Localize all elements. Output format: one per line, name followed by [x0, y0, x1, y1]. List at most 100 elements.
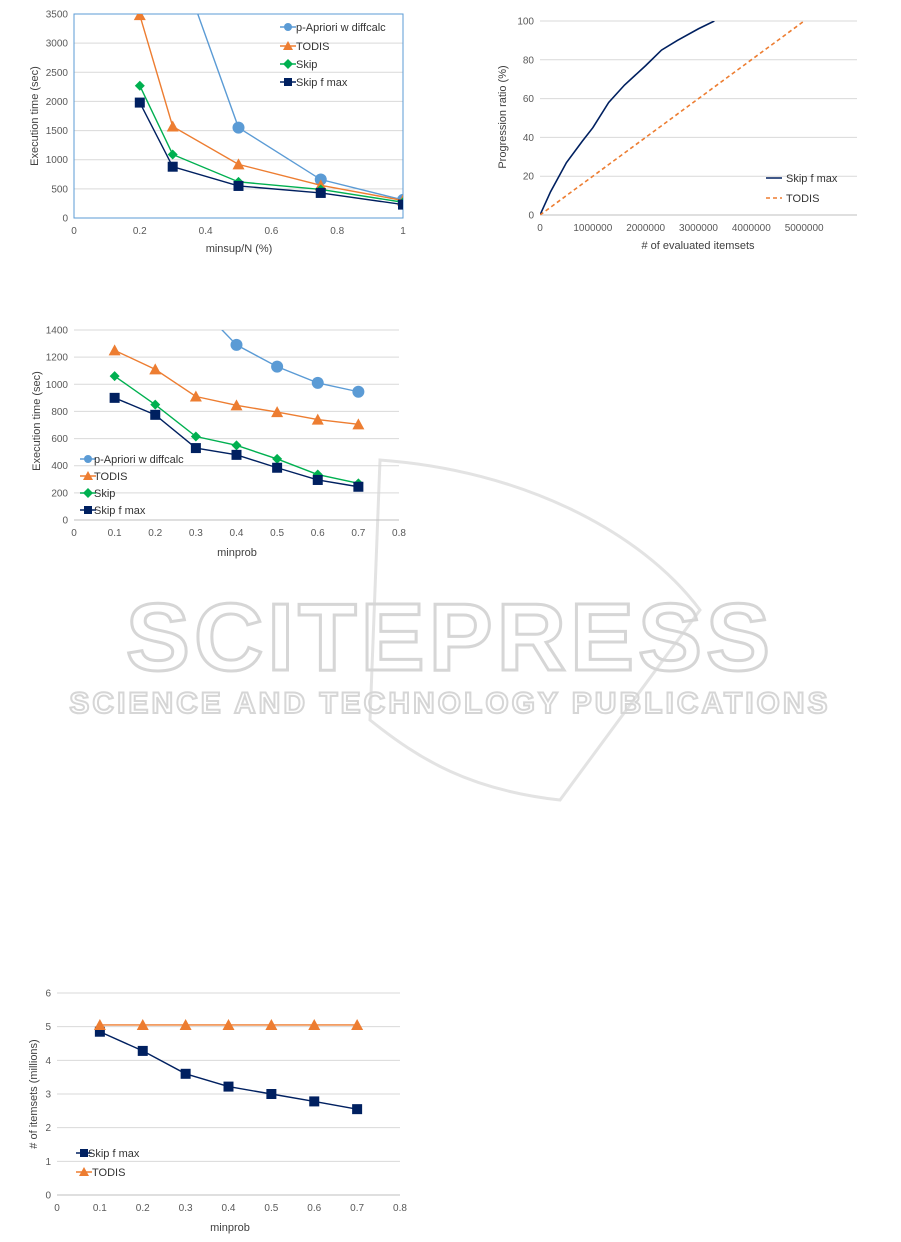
data-point-triangle — [230, 399, 243, 411]
x-tick-label: 3000000 — [679, 223, 718, 234]
x-tick-label: 0.4 — [222, 1203, 236, 1214]
x-tick-label: 0 — [54, 1203, 60, 1214]
y-tick-label: 6 — [45, 989, 51, 1000]
data-point-triangle — [93, 1018, 106, 1030]
chart-2-grid — [540, 20, 857, 216]
chart-1-series — [133, 14, 403, 210]
legend-label: TODIS — [94, 471, 127, 483]
chart-2-x-axis-label: # of evaluated itemsets — [641, 240, 755, 252]
legend-item-p-apriori: p-Apriori w diffcalc — [80, 454, 184, 466]
chart-2-x-ticks: 0 1000000 2000000 3000000 4000000 5000000 — [537, 223, 824, 234]
data-point-circle — [230, 338, 243, 351]
x-tick-label: 2000000 — [626, 223, 665, 234]
chart-1-x-ticks: 0 0.2 0.4 0.6 0.8 1 — [71, 226, 406, 237]
data-point-diamond — [190, 431, 201, 442]
chart-1-y-ticks: 0 500 1000 1500 2000 2500 3000 3500 — [46, 10, 69, 225]
watermark: SCITEPRESS SCIENCE AND TECHNOLOGY PUBLIC… — [68, 458, 830, 802]
x-tick-label: 0.7 — [350, 1203, 364, 1214]
data-point-square — [137, 1045, 148, 1056]
data-point-triangle — [166, 120, 179, 132]
x-tick-label: 0.8 — [392, 528, 406, 539]
data-point-diamond — [150, 399, 161, 410]
data-point-diamond — [109, 371, 120, 382]
x-tick-label: 0.4 — [230, 528, 244, 539]
y-tick-label: 40 — [523, 133, 535, 144]
x-tick-label: 4000000 — [732, 223, 771, 234]
y-tick-label: 800 — [51, 407, 68, 418]
x-tick-label: 0.6 — [264, 226, 278, 237]
chart-3-series — [108, 330, 365, 492]
data-point-square — [272, 462, 283, 473]
data-point-square — [94, 1026, 105, 1037]
x-tick-label: 0.8 — [393, 1203, 407, 1214]
y-tick-label: 0 — [62, 516, 68, 527]
legend-label: Skip f max — [94, 505, 146, 517]
data-point-square — [233, 180, 244, 191]
y-tick-label: 0 — [62, 214, 68, 225]
data-point-square — [150, 409, 161, 420]
chart-3-x-axis-label: minprob — [217, 547, 257, 559]
chart-2-y-axis-label: Progression ratio (%) — [497, 65, 509, 168]
y-tick-label: 400 — [51, 461, 68, 472]
y-tick-label: 2500 — [46, 68, 69, 79]
chart-2-y-ticks: 0 20 40 60 80 100 — [517, 17, 534, 222]
legend-label: TODIS — [786, 193, 819, 205]
x-tick-label: 0.3 — [189, 528, 203, 539]
legend-marker-square — [80, 1149, 88, 1157]
x-tick-label: 0.2 — [136, 1203, 150, 1214]
chart-progression-ratio: 0 20 40 60 80 100 0 1000000 2000000 3000000 40000… — [497, 17, 857, 252]
chart-4-legend: Skip f max TODIS — [76, 1148, 140, 1179]
legend-label: TODIS — [92, 1167, 125, 1179]
legend-label: Skip f max — [88, 1148, 140, 1160]
data-point-square — [180, 1068, 191, 1079]
data-point-square — [353, 481, 364, 492]
legend-item-todis: TODIS — [80, 471, 127, 483]
y-tick-label: 200 — [51, 488, 68, 499]
chart-1-frame — [73, 13, 404, 219]
data-point-triangle — [352, 418, 365, 430]
legend-label: p-Apriori w diffcalc — [94, 454, 184, 466]
data-point-square — [231, 449, 242, 460]
legend-item-todis: TODIS — [280, 41, 329, 53]
data-point-circle — [352, 385, 365, 398]
data-point-square — [190, 443, 201, 454]
chart-3-y-ticks: 0 200 400 600 800 1000 1200 1400 — [46, 326, 69, 527]
legend-item-todis: TODIS — [766, 193, 819, 205]
x-tick-label: 0.1 — [108, 528, 122, 539]
series-line-skip — [139, 85, 403, 203]
y-tick-label: 1500 — [46, 126, 69, 137]
x-tick-label: 1000000 — [573, 223, 612, 234]
y-tick-label: 1400 — [46, 326, 69, 337]
chart-2-legend: Skip f max TODIS — [766, 173, 838, 205]
legend-item-todis: TODIS — [76, 1167, 125, 1179]
x-tick-label: 0.5 — [264, 1203, 278, 1214]
legend-item-p-apriori: p-Apriori w diffcalc — [280, 22, 386, 34]
chart-4-x-ticks: 0 0.1 0.2 0.3 0.4 0.5 0.6 0.7 0.8 — [54, 1203, 407, 1214]
y-tick-label: 100 — [517, 17, 534, 28]
data-point-square — [309, 1096, 320, 1107]
y-tick-label: 600 — [51, 434, 68, 445]
chart-itemset-count-vs-minprob: 0 1 2 3 4 5 6 0 0.1 0.2 0.3 0.4 0.5 0.6 0.7 0.8 minpro… — [28, 989, 407, 1235]
data-point-square — [398, 199, 403, 210]
data-point-triangle — [311, 413, 324, 425]
x-tick-label: 0.2 — [133, 226, 147, 237]
chart-1-legend: p-Apriori w diffcalc TODIS Skip Skip f m… — [280, 22, 386, 89]
legend-item-skip: Skip — [280, 59, 317, 71]
data-point-square — [352, 1104, 363, 1115]
data-point-square — [312, 474, 323, 485]
data-point-triangle — [189, 390, 202, 402]
legend-label: TODIS — [296, 41, 329, 53]
data-point-square — [167, 161, 178, 172]
data-point-square — [109, 392, 120, 403]
data-point-triangle — [232, 158, 245, 170]
watermark-swoosh — [368, 458, 702, 802]
legend-marker-square — [84, 506, 92, 514]
legend-item-skip-f-max: Skip f max — [766, 173, 838, 185]
y-tick-label: 500 — [51, 184, 68, 195]
legend-marker-triangle — [83, 471, 93, 480]
series-line-p-apriori-w-diffcalc — [197, 14, 403, 201]
y-tick-label: 1 — [45, 1157, 51, 1168]
chart-3-y-axis-label: Execution time (sec) — [31, 371, 43, 471]
data-point-square — [266, 1089, 277, 1099]
watermark-subtitle: SCIENCE AND TECHNOLOGY PUBLICATIONS — [69, 687, 830, 720]
